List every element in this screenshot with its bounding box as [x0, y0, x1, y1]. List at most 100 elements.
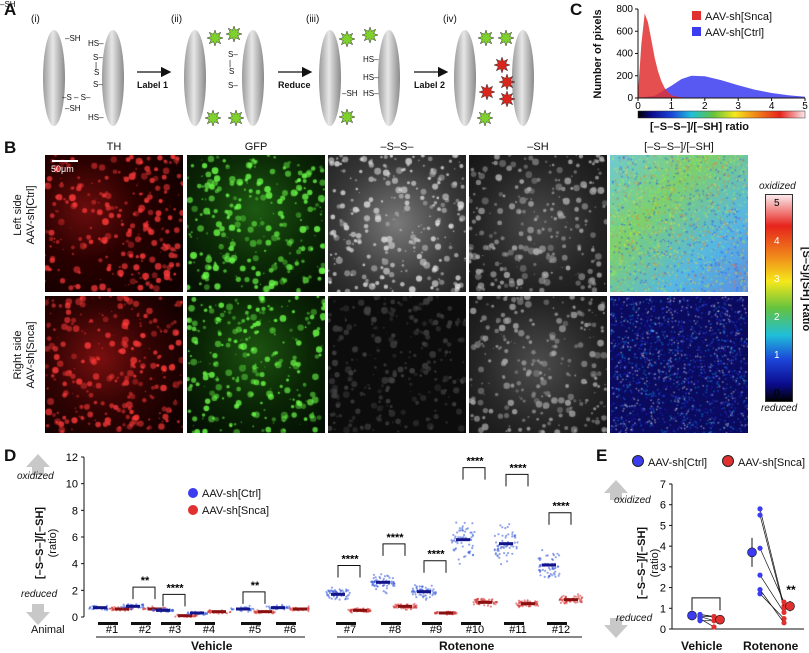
- data-point: [488, 598, 491, 601]
- data-point: [483, 604, 486, 607]
- up-arrow-icon: [26, 454, 50, 475]
- panel-label-b: B: [4, 138, 17, 157]
- label-star-icon: [493, 56, 511, 74]
- animal-label: #10: [466, 624, 484, 636]
- data-point: [547, 566, 551, 569]
- data-point: [174, 615, 177, 618]
- significance-stars: **: [251, 580, 260, 592]
- data-point: [496, 547, 499, 551]
- data-point: [475, 599, 478, 602]
- panel-label-c: C: [570, 0, 583, 19]
- animal-point: [697, 618, 703, 624]
- micrograph-gfp-snca: [187, 296, 325, 433]
- data-point: [574, 595, 578, 598]
- down-arrow-icon: [26, 604, 50, 625]
- animal-point: [781, 620, 787, 626]
- data-point: [142, 604, 145, 608]
- category-label-rotenone: Rotenone: [743, 639, 799, 653]
- data-point: [307, 605, 310, 608]
- data-point: [470, 531, 473, 534]
- data-point: [469, 550, 472, 553]
- legend-snca: AAV-sh[Snca]: [188, 505, 269, 517]
- data-point: [508, 523, 511, 526]
- data-point: [371, 584, 374, 587]
- mean-bar: [126, 604, 140, 608]
- data-point: [400, 607, 403, 610]
- animal-marker: [195, 622, 215, 625]
- data-point: [558, 554, 561, 557]
- data-point: [562, 594, 565, 597]
- y-tick-label: 800: [616, 4, 633, 15]
- y-axis-label: Number of pixels: [592, 9, 604, 99]
- animal-label: #9: [430, 624, 442, 636]
- colorbar-top-label: oxidized: [759, 181, 796, 192]
- data-point: [378, 575, 381, 579]
- group-label-vehicle: Vehicle: [191, 639, 233, 653]
- mean-bar: [93, 606, 107, 610]
- thiol-label: HS–: [88, 113, 104, 122]
- data-point: [430, 584, 433, 587]
- data-point: [265, 605, 268, 608]
- data-point: [431, 589, 434, 592]
- data-point: [135, 603, 138, 606]
- data-point: [516, 541, 519, 544]
- animal-label: #11: [509, 624, 527, 636]
- data-point: [207, 610, 210, 613]
- label-star-icon: [498, 90, 516, 108]
- micrograph-th-snca: [45, 296, 183, 433]
- data-point: [229, 610, 232, 614]
- data-point: [411, 587, 414, 590]
- x-tick-label: 1: [669, 101, 675, 112]
- data-point: [463, 533, 466, 537]
- animal-label: #8: [389, 624, 401, 636]
- data-point: [458, 562, 461, 565]
- disulfide-label: S: [94, 68, 100, 77]
- noise-canvas: [187, 296, 325, 433]
- data-point: [367, 610, 370, 613]
- colorbar-tick-label: 3: [774, 274, 780, 285]
- significance-stars: **: [141, 575, 150, 587]
- data-point: [554, 570, 557, 573]
- mean-bar: [439, 611, 453, 615]
- data-point: [203, 611, 206, 614]
- data-point: [451, 541, 454, 544]
- data-point: [88, 607, 91, 610]
- data-point: [553, 567, 556, 570]
- data-point: [307, 610, 310, 613]
- significance-stars: ****: [386, 532, 404, 544]
- data-point: [424, 586, 427, 589]
- data-point: [503, 552, 506, 555]
- data-point: [338, 588, 341, 591]
- y-tick-label: 3: [660, 562, 666, 574]
- y-tick-label: 7: [660, 479, 666, 491]
- y-tick-label: 600: [616, 26, 633, 37]
- micrograph-gfp-ctrl: [187, 155, 325, 292]
- animal-marker: [547, 622, 567, 625]
- data-point: [518, 604, 521, 607]
- data-point: [508, 546, 511, 549]
- data-point: [569, 600, 572, 603]
- label-star-icon: [498, 73, 516, 91]
- significance-bracket: [548, 512, 572, 525]
- step-label: (iii): [306, 14, 320, 25]
- data-point: [580, 597, 583, 600]
- data-point: [482, 597, 485, 600]
- data-point: [486, 604, 489, 607]
- data-point: [395, 604, 398, 607]
- data-point: [275, 604, 278, 607]
- mean-marker: [715, 614, 725, 625]
- y-tick-label: 12: [66, 452, 78, 464]
- animal-label: #4: [203, 624, 215, 636]
- disulfide-label: –S – S–: [62, 93, 91, 102]
- thiol-label: –SH: [65, 34, 81, 43]
- category-label-vehicle: Vehicle: [681, 639, 723, 653]
- data-point: [405, 608, 408, 611]
- data-point: [255, 612, 258, 615]
- mean-bar: [376, 580, 390, 584]
- data-point: [413, 602, 416, 605]
- colorbar-title: [S–S]/[SH] Ratio: [800, 246, 809, 332]
- data-point: [394, 606, 397, 609]
- data-point: [286, 606, 289, 609]
- data-point: [382, 577, 385, 580]
- y-tick-label: 1: [660, 603, 666, 615]
